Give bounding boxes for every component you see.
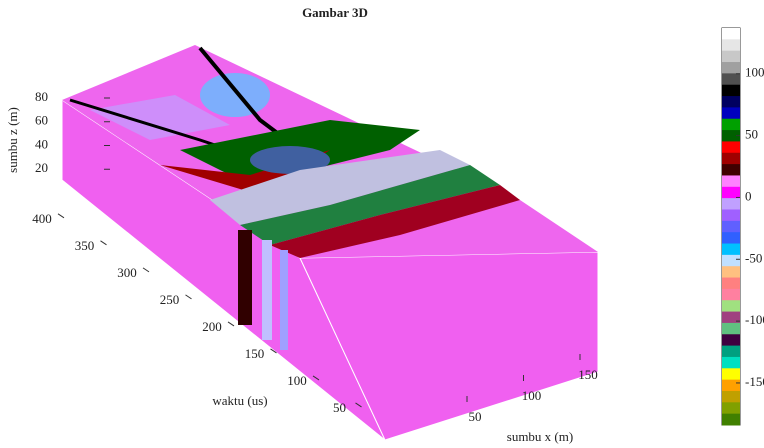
colorbar-cell: [722, 39, 740, 52]
colorbar-tick-label: 100: [745, 65, 764, 80]
colorbar-cell: [722, 186, 740, 199]
y-tick-label: 200: [202, 319, 222, 334]
chart-title: Gambar 3D: [302, 5, 368, 20]
colorbar-cell: [722, 413, 740, 426]
colorbar-cell: [722, 28, 740, 40]
y-tick-label: 400: [32, 211, 52, 226]
colorbar-cell: [722, 322, 740, 335]
surface: [61, 45, 599, 441]
colorbar-cell: [722, 130, 740, 142]
colorbar-tick-label: 50: [745, 127, 758, 142]
z-tick-label: 40: [35, 136, 48, 151]
colorbar-cell: [722, 390, 740, 403]
y-tick: [312, 375, 320, 381]
top-band: [210, 150, 470, 225]
side-stripe: [280, 250, 288, 350]
colorbar-cell: [722, 300, 740, 313]
colorbar-tick-label: -150: [745, 374, 764, 389]
top-region: [90, 95, 230, 140]
side-stripe: [262, 240, 272, 340]
colorbar-cell: [722, 232, 740, 245]
colorbar-cell: [722, 334, 740, 347]
z-tick-label: 60: [35, 113, 48, 128]
y-tick: [185, 294, 192, 300]
colorbar-cell: [722, 107, 740, 120]
colorbar-cell: [722, 402, 740, 415]
y-tick-label: 100: [287, 373, 307, 388]
top-band: [270, 185, 520, 258]
z-axis-label: sumbu z (m): [5, 107, 20, 173]
colorbar-tick-label: -50: [745, 250, 762, 265]
colorbar-cell: [722, 50, 740, 63]
side-stripe: [238, 230, 252, 325]
z-tick-label: 80: [35, 89, 48, 104]
y-tick-label: 150: [245, 346, 265, 361]
x-tick-label: 150: [578, 367, 598, 382]
top-band: [160, 150, 330, 195]
y-tick: [142, 267, 150, 273]
x-axis-label: sumbu x (m): [507, 429, 573, 444]
colorbar-cell: [722, 220, 740, 233]
colorbar-cell: [722, 198, 740, 210]
colorbar-cell: [722, 152, 740, 165]
y-tick: [355, 402, 362, 408]
top-region: [200, 73, 270, 117]
colorbar-cell: [722, 84, 740, 97]
colorbar-cell: [722, 356, 740, 369]
colorbar-cell: [722, 243, 740, 256]
y-tick: [57, 213, 65, 219]
colorbar-cell: [722, 73, 740, 86]
colorbar-cell: [722, 209, 740, 222]
colorbar-cell: [722, 62, 740, 74]
top-band: [240, 165, 500, 245]
y-tick-label: 350: [75, 238, 95, 253]
colorbar-cell: [722, 345, 740, 358]
colorbar-cell: [722, 96, 740, 108]
colorbar-cell: [722, 266, 740, 279]
colorbar-tick-label: -100: [745, 312, 764, 327]
colorbar-cell: [722, 368, 740, 381]
colorbar-cell: [722, 118, 740, 131]
colorbar-tick-label: 0: [745, 188, 752, 203]
y-tick-label: 50: [333, 400, 346, 415]
y-tick: [227, 321, 235, 327]
x-tick-label: 100: [522, 388, 542, 403]
z-tick-label: 20: [35, 160, 48, 175]
colorbar-cell: [722, 379, 740, 392]
colorbar-cell: [722, 141, 740, 154]
y-tick: [100, 240, 107, 246]
y-tick: [270, 348, 277, 354]
colorbar-cell: [722, 288, 740, 301]
y-tick-label: 300: [117, 265, 137, 280]
x-tick-label: 50: [469, 409, 482, 424]
colorbar-cell: [722, 254, 740, 267]
colorbar-cell: [722, 277, 740, 290]
y-axis-label: waktu (us): [212, 393, 267, 408]
top-region: [250, 146, 330, 174]
y-tick-label: 250: [160, 292, 180, 307]
colorbar-cell: [722, 175, 740, 188]
colorbar-cell: [722, 164, 740, 176]
colorbar-cell: [722, 311, 740, 324]
